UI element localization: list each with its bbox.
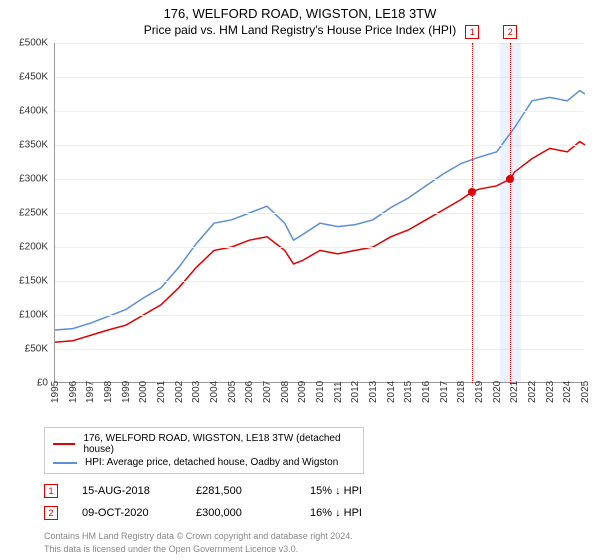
y-tick-label: £0 <box>37 378 48 389</box>
transaction-delta: 16% ↓ HPI <box>310 507 400 519</box>
legend-swatch <box>53 443 75 445</box>
legend-label: 176, WELFORD ROAD, WIGSTON, LE18 3TW (de… <box>83 433 355 455</box>
transaction-date: 15-AUG-2018 <box>82 485 172 497</box>
transaction-price: £281,500 <box>196 485 286 497</box>
x-tick-label: 1995 <box>50 381 61 403</box>
price-chart: £0 £50K £100K £150K £200K £250K £300K £350K £400… <box>10 43 590 423</box>
x-tick-label: 2009 <box>297 381 308 403</box>
x-tick-label: 1996 <box>68 381 79 403</box>
x-tick-label: 2013 <box>368 381 379 403</box>
x-tick-label: 2001 <box>156 381 167 403</box>
x-tick-label: 1998 <box>103 381 114 403</box>
y-tick-label: £150K <box>19 276 48 287</box>
transaction-table: 1 15-AUG-2018 £281,500 15% ↓ HPI 2 09-OCT-202… <box>44 480 560 524</box>
x-tick-label: 2018 <box>456 381 467 403</box>
x-tick-label: 2016 <box>421 381 432 403</box>
y-axis: £0£50K£100K£150K£200K£250K£300K£350K£400… <box>10 43 52 383</box>
legend-item: HPI: Average price, detached house, Oadb… <box>53 456 355 469</box>
x-tick-label: 2023 <box>545 381 556 403</box>
x-tick-label: 2000 <box>138 381 149 403</box>
x-tick-label: 2012 <box>350 381 361 403</box>
footer-line-1: Contains HM Land Registry data © Crown c… <box>44 530 560 543</box>
x-tick-label: 2020 <box>492 381 503 403</box>
footer-attribution: Contains HM Land Registry data © Crown c… <box>44 530 560 555</box>
sale-marker-box: 2 <box>503 25 517 39</box>
page-title: 176, WELFORD ROAD, WIGSTON, LE18 3TW <box>0 0 600 21</box>
transaction-delta: 15% ↓ HPI <box>310 485 400 497</box>
x-tick-label: 2006 <box>244 381 255 403</box>
y-tick-label: £400K <box>19 106 48 117</box>
y-tick-label: £500K <box>19 38 48 49</box>
x-tick-label: 2004 <box>209 381 220 403</box>
legend: 176, WELFORD ROAD, WIGSTON, LE18 3TW (de… <box>44 427 364 474</box>
x-tick-label: 2014 <box>386 381 397 403</box>
x-tick-label: 2008 <box>280 381 291 403</box>
legend-swatch <box>53 462 77 464</box>
y-tick-label: £250K <box>19 208 48 219</box>
sale-marker-vline <box>472 43 473 383</box>
sale-marker-vline <box>510 43 511 383</box>
x-tick-label: 1999 <box>121 381 132 403</box>
y-tick-label: £200K <box>19 242 48 253</box>
x-tick-label: 2024 <box>562 381 573 403</box>
sale-dot <box>506 175 514 183</box>
transaction-row: 1 15-AUG-2018 £281,500 15% ↓ HPI <box>44 480 560 502</box>
x-tick-label: 2003 <box>191 381 202 403</box>
y-tick-label: £450K <box>19 72 48 83</box>
x-tick-label: 2021 <box>509 381 520 403</box>
transaction-price: £300,000 <box>196 507 286 519</box>
x-tick-label: 2007 <box>262 381 273 403</box>
x-axis: 1995199619971998199920002001200220032004… <box>54 383 584 423</box>
x-tick-label: 2002 <box>174 381 185 403</box>
transaction-marker-icon: 2 <box>44 506 58 520</box>
x-tick-label: 2015 <box>403 381 414 403</box>
x-tick-label: 1997 <box>85 381 96 403</box>
transaction-marker-icon: 1 <box>44 484 58 498</box>
legend-label: HPI: Average price, detached house, Oadb… <box>85 457 338 468</box>
sale-dot <box>468 188 476 196</box>
footer-line-2: This data is licensed under the Open Gov… <box>44 543 560 556</box>
x-tick-label: 2025 <box>580 381 591 403</box>
y-tick-label: £300K <box>19 174 48 185</box>
legend-item: 176, WELFORD ROAD, WIGSTON, LE18 3TW (de… <box>53 432 355 456</box>
y-tick-label: £50K <box>25 344 48 355</box>
x-tick-label: 2022 <box>527 381 538 403</box>
x-tick-label: 2011 <box>333 381 344 403</box>
y-tick-label: £350K <box>19 140 48 151</box>
transaction-date: 09-OCT-2020 <box>82 507 172 519</box>
y-tick-label: £100K <box>19 310 48 321</box>
x-tick-label: 2017 <box>439 381 450 403</box>
sale-marker-box: 1 <box>465 25 479 39</box>
plot-area: 12 <box>54 43 584 383</box>
transaction-row: 2 09-OCT-2020 £300,000 16% ↓ HPI <box>44 502 560 524</box>
x-tick-label: 2019 <box>474 381 485 403</box>
x-tick-label: 2005 <box>227 381 238 403</box>
x-tick-label: 2010 <box>315 381 326 403</box>
